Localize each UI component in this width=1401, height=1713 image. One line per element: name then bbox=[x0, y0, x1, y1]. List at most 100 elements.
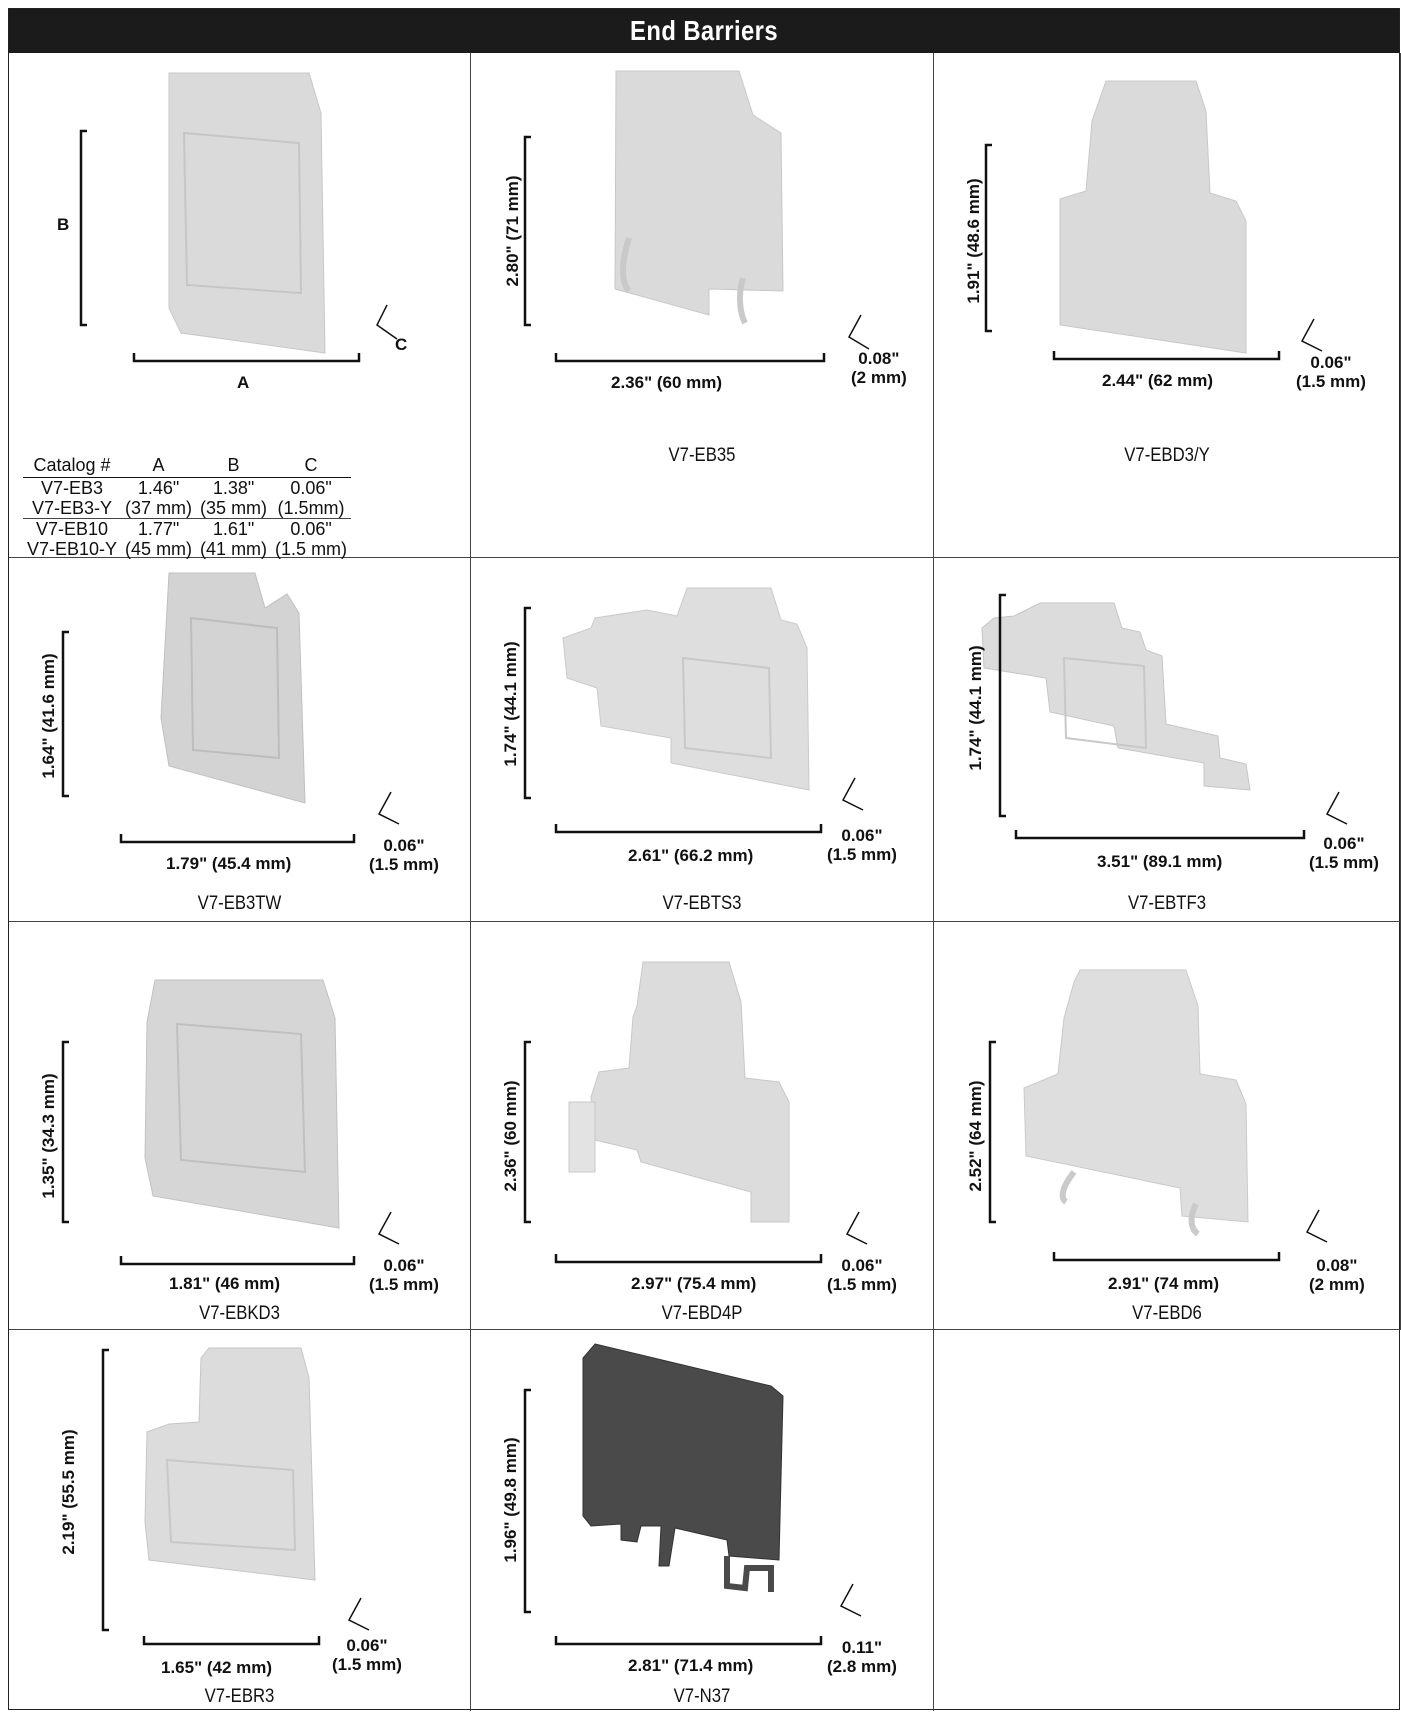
thickness-dimension: 0.11" (2.8 mm) bbox=[827, 1638, 897, 1676]
table-cell: (45 mm) bbox=[125, 539, 193, 559]
width-dimension: 2.61" (66.2 mm) bbox=[628, 846, 754, 865]
thickness-inches: 0.06" bbox=[383, 836, 425, 855]
product-cell-v7-ebts3: 1.74" (44.1 mm) 2.61" (66.2 mm) 0.06" (1… bbox=[471, 558, 934, 922]
width-dimension: 3.51" (89.1 mm) bbox=[1097, 852, 1223, 871]
table-cell: 1.61" bbox=[212, 519, 255, 539]
thickness-dimension: 0.06" (1.5 mm) bbox=[1296, 353, 1366, 391]
catalog-number-caption: V7-EBTF3 bbox=[1127, 893, 1207, 914]
table-cell: 0.06" bbox=[290, 519, 332, 539]
height-dimension: 2.80" (71 mm) bbox=[503, 175, 522, 287]
generic-barrier-drawing bbox=[79, 72, 398, 363]
label-c: C bbox=[395, 335, 408, 354]
table-cell: 1.46" bbox=[137, 478, 180, 498]
thickness-mm: (2.8 mm) bbox=[827, 1657, 897, 1676]
width-dimension: 2.44" (62 mm) bbox=[1102, 371, 1214, 390]
width-dimension: 1.65" (42 mm) bbox=[161, 1658, 273, 1677]
barrier-drawing bbox=[101, 1347, 370, 1646]
barrier-drawing bbox=[988, 969, 1328, 1262]
thickness-mm: (1.5 mm) bbox=[1309, 853, 1379, 872]
thickness-inches: 0.08" bbox=[1316, 1256, 1358, 1275]
table-header: A bbox=[121, 454, 197, 478]
thickness-inches: 0.06" bbox=[841, 1256, 883, 1275]
thickness-dimension: 0.06" (1.5 mm) bbox=[369, 836, 439, 874]
thickness-dimension: 0.06" (1.5 mm) bbox=[827, 826, 897, 864]
barrier-drawing bbox=[523, 587, 864, 834]
thickness-dimension: 0.06" (1.5 mm) bbox=[369, 1256, 439, 1294]
height-dimension: 2.19" (55.5 mm) bbox=[59, 1429, 78, 1555]
c-thickness-icon bbox=[376, 304, 398, 340]
height-dimension: 1.91" (48.6 mm) bbox=[964, 178, 983, 304]
catalog-number-caption: V7-EBD4P bbox=[661, 1303, 743, 1324]
product-cell-v7-ebr3: 2.19" (55.5 mm) 1.65" (42 mm) 0.06" (1.5… bbox=[9, 1330, 471, 1711]
table-cell: 0.06" bbox=[290, 478, 332, 498]
thickness-inches: 0.06" bbox=[383, 1256, 425, 1275]
product-cell-v7-ebd3y: 1.91" (48.6 mm) 2.44" (62 mm) 0.06" (1.5… bbox=[934, 53, 1401, 558]
height-dimension: 1.64" (41.6 mm) bbox=[39, 653, 58, 779]
height-dimension: 1.74" (44.1 mm) bbox=[966, 645, 985, 771]
table-row: V7-EB3 1.46" 1.38" 0.06" bbox=[23, 478, 351, 499]
thickness-mm: (1.5 mm) bbox=[369, 1275, 439, 1294]
thickness-dimension: 0.08" (2 mm) bbox=[851, 349, 907, 387]
barrier-drawing bbox=[984, 80, 1323, 361]
width-dimension: 1.79" (45.4 mm) bbox=[166, 854, 292, 873]
thickness-inches: 0.06" bbox=[1323, 834, 1365, 853]
thickness-mm: (1.5 mm) bbox=[827, 845, 897, 864]
catalog-number-caption: V7-EBD3/Y bbox=[1124, 445, 1210, 466]
product-cell-v7-ebd6: 2.52" (64 mm) 2.91" (74 mm) 0.08" (2 mm)… bbox=[934, 922, 1401, 1330]
table-cell: V7-EB3 bbox=[41, 478, 104, 498]
thickness-inches: 0.06" bbox=[346, 1636, 388, 1655]
catalog-number-caption: V7-EBTS3 bbox=[662, 893, 742, 914]
thickness-mm: (2 mm) bbox=[1309, 1275, 1365, 1294]
table-cell: (35 mm) bbox=[196, 498, 272, 519]
table-cell: (37 mm) bbox=[121, 498, 197, 519]
thickness-mm: (1.5 mm) bbox=[332, 1655, 402, 1674]
catalog-table: Catalog # A B C V7-EB3 1.46" 1.38" 0.06"… bbox=[23, 454, 352, 559]
catalog-number-caption: V7-EB35 bbox=[668, 445, 736, 466]
a-dimension-bracket bbox=[132, 353, 361, 363]
width-dimension: 2.36" (60 mm) bbox=[611, 373, 723, 392]
width-dimension: 2.81" (71.4 mm) bbox=[628, 1656, 754, 1675]
table-cell: (1.5mm) bbox=[271, 498, 352, 519]
catalog-number-caption: V7-EB3TW bbox=[197, 893, 282, 914]
height-dimension: 1.96" (49.8 mm) bbox=[501, 1437, 520, 1563]
barrier-drawing bbox=[523, 70, 870, 363]
height-dimension: 1.74" (44.1 mm) bbox=[501, 641, 520, 767]
barrier-drawing bbox=[523, 961, 868, 1264]
label-a: A bbox=[237, 373, 250, 392]
thickness-inches: 0.06" bbox=[841, 826, 883, 845]
table-cell: 1.77" bbox=[137, 519, 180, 539]
product-cell-v7-ebtf3: 1.74" (44.1 mm) 3.51" (89.1 mm) 0.06" (1… bbox=[934, 558, 1401, 922]
table-cell: (41 mm) bbox=[200, 539, 268, 559]
catalog-number-caption: V7-N37 bbox=[673, 1686, 731, 1707]
catalog-number-caption: V7-EBKD3 bbox=[199, 1303, 280, 1324]
page-title: End Barriers bbox=[630, 15, 778, 46]
width-dimension: 1.81" (46 mm) bbox=[169, 1274, 281, 1293]
table-header-row: Catalog # A B C bbox=[23, 454, 352, 478]
table-cell: V7-EB10 bbox=[36, 519, 109, 539]
table-header: Catalog # bbox=[23, 454, 122, 478]
width-dimension: 2.97" (75.4 mm) bbox=[631, 1274, 757, 1293]
barrier-drawing bbox=[523, 1343, 862, 1646]
thickness-inches: 0.06" bbox=[1310, 353, 1352, 372]
product-cell-v7-n37: 1.96" (49.8 mm) 2.81" (71.4 mm) 0.11" (2… bbox=[471, 1330, 934, 1711]
product-cell-v7-eb3tw: 1.64" (41.6 mm) 1.79" (45.4 mm) 0.06" (1… bbox=[9, 558, 471, 922]
product-cell-v7-ebkd3: 1.35" (34.3 mm) 1.81" (46 mm) 0.06" (1.5… bbox=[9, 922, 471, 1330]
thickness-inches: 0.08" bbox=[858, 349, 900, 368]
empty-cell bbox=[934, 1330, 1401, 1711]
barrier-drawing bbox=[61, 572, 400, 844]
barrier-drawing bbox=[981, 593, 1348, 840]
table-row: V7-EB10-Y (45 mm) (41 mm) (1.5 mm) bbox=[23, 539, 351, 559]
table-cell: V7-EB10-Y bbox=[27, 539, 118, 559]
thickness-dimension: 0.06" (1.5 mm) bbox=[332, 1636, 402, 1674]
label-b: B bbox=[57, 215, 70, 234]
thickness-mm: (1.5 mm) bbox=[369, 855, 439, 874]
thickness-inches: 0.11" bbox=[841, 1638, 883, 1657]
height-dimension: 2.52" (64 mm) bbox=[966, 1080, 985, 1192]
height-dimension: 1.35" (34.3 mm) bbox=[39, 1073, 58, 1199]
table-cell: (1.5 mm) bbox=[275, 539, 348, 559]
thickness-mm: (1.5 mm) bbox=[827, 1275, 897, 1294]
table-cell: 1.38" bbox=[212, 478, 255, 498]
product-cell-dimension-key: B A C Catalog # A B C V7-EB3 1.46" 1.38"… bbox=[9, 53, 471, 559]
table-header: C bbox=[271, 454, 352, 478]
table-row: V7-EB10 1.77" 1.61" 0.06" bbox=[23, 519, 351, 540]
